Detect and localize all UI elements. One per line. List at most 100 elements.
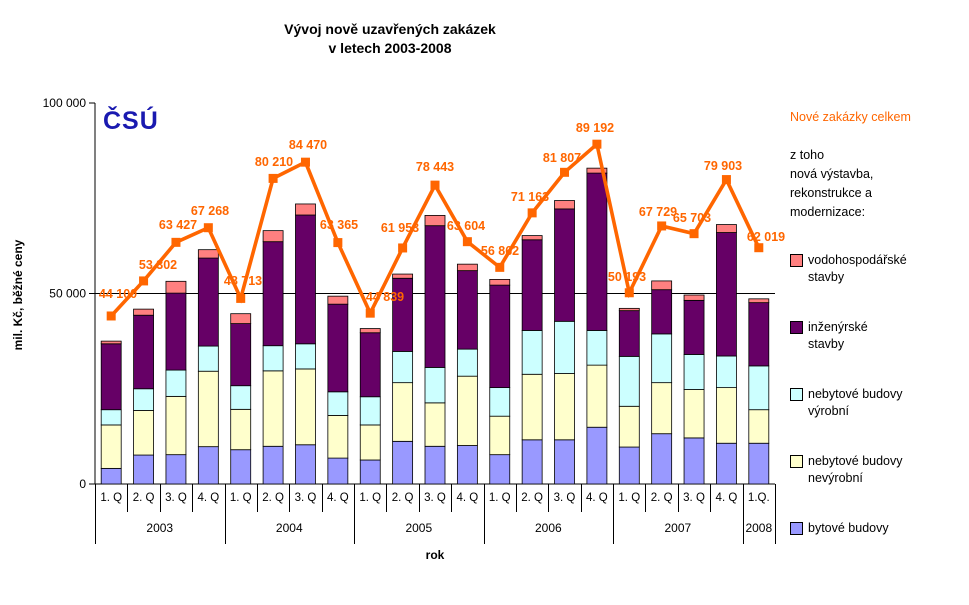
legend-subtitle: z toho nová výstavba, rekonstrukce a mod… [790,148,874,219]
bar-segment [133,454,154,485]
bar-segment [424,402,446,447]
bar-segment [165,280,187,294]
bar-segment [262,345,284,372]
bar-segment [359,332,381,398]
bar-segment [489,415,511,456]
bar-segment [424,367,446,404]
axis-separator [742,484,744,544]
bar-segment [295,368,316,446]
bar-segment [683,437,705,485]
line-marker [203,223,213,233]
line-marker [333,238,343,248]
x-quarter-label: 1. Q [229,492,252,504]
x-quarter-label: 2. Q [521,492,543,504]
bar-segment [197,446,219,485]
line-marker [560,167,570,177]
legend: Nové zakázky celkem z toho nová výstavba… [790,110,965,570]
line-data-label: 78 443 [416,160,454,174]
bar-segment [554,439,575,485]
y-tick-label: 0 [79,477,86,491]
bar-segment [586,167,608,174]
line-marker [106,311,116,321]
bar-segment [392,351,414,384]
bar-segment [748,409,770,444]
bar-segment [133,388,154,411]
axis-separator [548,484,550,512]
line-data-label: 89 192 [576,121,614,135]
bar-segment [100,409,122,426]
bar-segment [456,263,478,272]
line-data-label: 63 365 [320,218,358,232]
legend-item: inženýrské stavby [790,319,965,353]
bar-segment [295,343,316,370]
x-quarter-label: 1. Q [359,492,382,504]
line-data-label: 53 302 [139,258,177,272]
bar-segment [197,249,219,259]
legend-swatch [790,455,803,468]
bar-segment [618,355,640,407]
axis-separator [321,484,323,512]
bar-segment [716,355,737,389]
bar-segment [554,320,575,374]
bar-segment [521,239,543,331]
bar-segment [716,442,737,485]
bar-segment [262,230,284,243]
bar-segment [586,364,608,428]
bar-segment [489,454,511,485]
bar-segment [295,214,316,345]
x-quarter-label: 3. Q [683,492,705,504]
bar-segment [618,307,640,312]
line-marker [365,308,375,318]
bar-segment [100,340,122,345]
axis-separator [289,484,291,512]
bar-segment [554,200,575,210]
line-data-label: 63 604 [447,219,485,233]
bar-segment [327,303,349,393]
bar-segment [683,354,705,390]
x-year-label: 2005 [405,521,433,535]
bar-segment [521,439,543,485]
bar-segment [716,232,737,357]
axis-separator [256,484,258,512]
axis-separator [580,484,582,512]
line-marker [171,237,181,247]
bar-segment [554,208,575,322]
bar-segment [586,172,608,331]
bar-segment [748,298,770,304]
legend-item: bytové budovy [790,520,965,537]
x-quarter-label: 1. Q [488,492,511,504]
bar-segment [748,365,770,411]
bar-segment [683,294,705,301]
axis-separator [192,484,194,512]
line-marker [398,243,408,253]
line-marker [268,173,278,183]
legend-swatch [790,388,803,401]
bar-segment [456,270,478,350]
axis-separator [386,484,388,512]
bar-segment [521,330,543,375]
legend-swatch [790,254,803,267]
x-quarter-label: 4. Q [326,492,349,504]
x-year-label: 2007 [664,521,692,535]
chart-title: Vývoj nově uzavřených zakázek v letech 2… [0,20,780,58]
line-data-label: 63 427 [159,218,197,232]
line-marker [139,276,149,286]
axis-separator [775,484,776,544]
bar-segment [165,292,187,371]
bar-segment [392,440,414,485]
line-marker [592,139,602,149]
line-marker [754,243,764,253]
bar-segment [424,214,446,227]
bar-segment [262,445,284,485]
legend-item-label: inženýrské stavby [808,320,868,351]
bar-segment [618,405,640,448]
line-marker [236,293,246,303]
bar-segment [327,457,349,485]
bar-segment [489,284,511,389]
bar-segment [748,442,770,485]
line-data-label: 79 903 [704,159,742,173]
axis-separator [645,484,647,512]
bar-segment [618,310,640,357]
line-data-label: 81 807 [543,151,581,165]
bar-segment [100,467,122,485]
